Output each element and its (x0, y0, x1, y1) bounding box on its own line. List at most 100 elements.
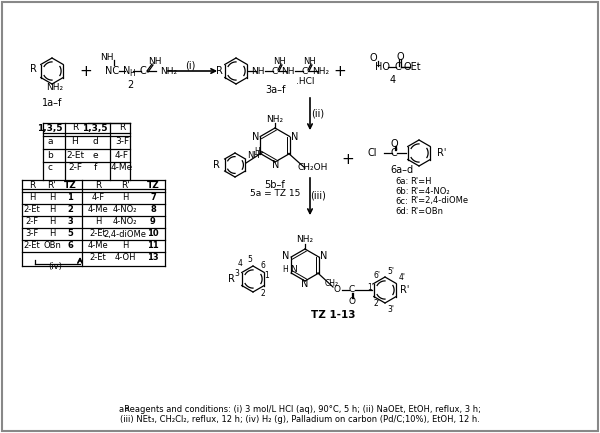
Text: 3-F: 3-F (115, 138, 129, 146)
Text: C: C (140, 66, 146, 76)
Text: H: H (71, 138, 79, 146)
Text: 2-Et: 2-Et (66, 151, 84, 159)
Text: 6a:: 6a: (395, 177, 408, 185)
Text: 6: 6 (260, 261, 265, 269)
Text: R'=2,4-diOMe: R'=2,4-diOMe (410, 197, 468, 206)
Text: 5': 5' (388, 266, 395, 275)
Text: 3-F: 3-F (25, 229, 38, 239)
Text: 4-Me: 4-Me (88, 206, 109, 214)
Text: 5b–f: 5b–f (265, 180, 286, 190)
Text: C: C (395, 62, 401, 72)
Text: NH: NH (281, 67, 295, 75)
Text: O: O (369, 53, 377, 63)
Text: R: R (119, 123, 125, 132)
Text: 1a–f: 1a–f (42, 98, 62, 108)
Text: 5a = TZ 15: 5a = TZ 15 (250, 190, 300, 198)
Text: 6a–d: 6a–d (391, 165, 413, 175)
Text: O: O (349, 297, 355, 306)
Text: 2: 2 (127, 80, 133, 90)
Text: 6d:: 6d: (395, 207, 409, 216)
Text: 1: 1 (265, 271, 269, 281)
Text: C: C (391, 148, 397, 158)
Text: N: N (124, 66, 131, 76)
Text: O: O (334, 285, 341, 294)
Text: 1': 1' (368, 282, 374, 291)
Text: C: C (349, 285, 355, 294)
Text: 10: 10 (147, 229, 159, 239)
Text: 4: 4 (390, 75, 396, 85)
Text: +: + (80, 64, 92, 78)
Text: R: R (228, 274, 235, 284)
Text: 4-Me: 4-Me (88, 242, 109, 251)
Text: NH: NH (247, 151, 259, 159)
Text: 1,3,5: 1,3,5 (82, 123, 108, 132)
Text: 1,3,5: 1,3,5 (37, 123, 63, 132)
Text: R'=4-NO₂: R'=4-NO₂ (410, 187, 449, 196)
Text: NH: NH (304, 58, 316, 67)
Text: 2-F: 2-F (68, 164, 82, 172)
Text: 4-OH: 4-OH (114, 253, 136, 262)
Text: 4: 4 (238, 259, 242, 268)
Text: R: R (30, 64, 37, 74)
Text: R: R (95, 181, 101, 191)
Text: TZ 1-13: TZ 1-13 (311, 310, 355, 320)
Text: 1: 1 (67, 194, 73, 203)
Text: R'=OBn: R'=OBn (410, 207, 443, 216)
Text: 5: 5 (67, 229, 73, 239)
Text: 3': 3' (388, 304, 395, 313)
Text: H: H (29, 194, 35, 203)
Text: NH: NH (274, 58, 286, 67)
Text: 8: 8 (150, 206, 156, 214)
Text: (iii) NEt₃, CH₂Cl₂, reflux, 12 h; (iv) H₂ (g), Palladium on carbon (Pd/C;10%), E: (iii) NEt₃, CH₂Cl₂, reflux, 12 h; (iv) H… (120, 414, 480, 423)
Text: 2-Et: 2-Et (89, 253, 106, 262)
Text: OEt: OEt (403, 62, 421, 72)
Text: OBn: OBn (43, 242, 61, 251)
Text: H: H (49, 194, 55, 203)
Text: f: f (94, 164, 97, 172)
Text: N: N (272, 160, 280, 170)
Text: NC: NC (105, 66, 119, 76)
Text: N: N (301, 279, 308, 289)
Text: N: N (291, 132, 298, 142)
Text: (i): (i) (185, 60, 195, 70)
Text: +: + (341, 152, 355, 168)
Text: H: H (49, 217, 55, 226)
Text: R'=H: R'=H (410, 177, 431, 185)
Text: (iv): (iv) (48, 262, 62, 271)
Text: H: H (129, 70, 135, 78)
Text: N: N (251, 132, 259, 142)
Text: NH₂: NH₂ (313, 67, 329, 75)
Text: 2-Et: 2-Et (89, 229, 106, 239)
Text: (iii): (iii) (310, 190, 326, 200)
Text: 7: 7 (150, 194, 156, 203)
Text: (ii): (ii) (311, 108, 325, 118)
Text: 6c:: 6c: (395, 197, 408, 206)
Text: 2,4-diOMe: 2,4-diOMe (104, 229, 146, 239)
Text: 4-NO₂: 4-NO₂ (113, 217, 137, 226)
Text: c: c (47, 164, 53, 172)
Text: C: C (272, 67, 278, 75)
Text: 6b:: 6b: (395, 187, 409, 196)
Text: H: H (282, 265, 288, 275)
Text: 4-F: 4-F (115, 151, 129, 159)
Text: C: C (302, 67, 308, 75)
Text: a: a (125, 406, 129, 412)
Text: d: d (92, 138, 98, 146)
Text: 4': 4' (398, 272, 406, 281)
Text: R: R (216, 66, 223, 76)
Text: CH₂OH: CH₂OH (298, 164, 328, 172)
Text: 2: 2 (67, 206, 73, 214)
Text: R': R' (121, 181, 130, 191)
Text: R': R' (437, 148, 446, 158)
Text: NH: NH (100, 54, 114, 62)
Text: +: + (334, 64, 346, 78)
Text: 2-F: 2-F (25, 217, 38, 226)
Text: 4-F: 4-F (91, 194, 104, 203)
Text: 4-NO₂: 4-NO₂ (113, 206, 137, 214)
Text: HO: HO (375, 62, 390, 72)
Text: 2: 2 (260, 288, 265, 297)
Text: 2-Et: 2-Et (23, 206, 40, 214)
Text: Cl: Cl (367, 148, 377, 158)
Text: aReagents and conditions: (i) 3 mol/L HCl (aq), 90°C, 5 h; (ii) NaOEt, EtOH, ref: aReagents and conditions: (i) 3 mol/L HC… (119, 404, 481, 414)
Text: 2-Et: 2-Et (23, 242, 40, 251)
